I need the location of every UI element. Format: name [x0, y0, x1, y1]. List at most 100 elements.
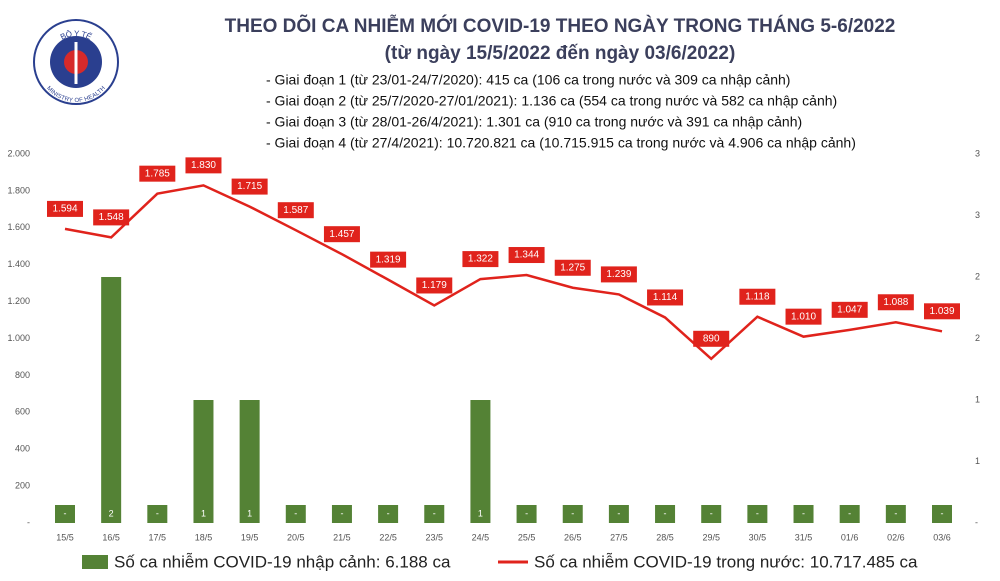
bar: [285, 505, 306, 523]
x-tick-label: 24/5: [472, 532, 490, 542]
value-label-box: [554, 259, 591, 276]
legend-swatch: [82, 555, 108, 569]
logo-text: BỘ Y TẾ: [59, 29, 94, 42]
x-tick-label: 15/5: [56, 532, 74, 542]
y-tick-label: 200: [15, 480, 30, 490]
value-label: 1.239: [606, 269, 631, 280]
value-label: 1.715: [237, 181, 262, 192]
chart-title: THEO DÕI CA NHIỄM MỚI COVID-19 THEO NGÀY…: [225, 15, 896, 37]
value-label: 1.344: [514, 250, 539, 261]
bar-label: -: [756, 508, 759, 518]
y-tick-label: 800: [15, 370, 30, 380]
value-label-box: [739, 288, 776, 305]
bar-label: -: [664, 508, 667, 518]
value-label: 1.118: [745, 291, 770, 302]
value-label: 1.319: [376, 254, 401, 265]
bar-label: -: [156, 508, 159, 518]
bar: [562, 505, 583, 523]
y-tick-label: 400: [15, 444, 30, 454]
x-tick-label: 22/5: [379, 532, 397, 542]
value-label-box: [416, 277, 453, 294]
y-tick-label: 1.000: [7, 333, 30, 343]
bar-label: -: [848, 508, 851, 518]
legend-label: Số ca nhiễm COVID-19 nhập cảnh: 6.188 ca: [114, 552, 451, 571]
y-tick-label: 2.000: [7, 148, 30, 158]
y2-tick-label: 3: [975, 210, 980, 220]
line: [64, 184, 943, 361]
value-label: 1.010: [791, 311, 816, 322]
annotation: - Giai đoạn 2 (từ 25/7/2020-27/01/2021):…: [266, 93, 837, 109]
value-label-box: [277, 202, 314, 219]
value-label-box: [93, 209, 130, 226]
x-tick-label: 16/5: [102, 532, 120, 542]
value-label-box: [924, 303, 960, 320]
bar: [747, 505, 768, 523]
y2-tick-label: 2: [975, 271, 980, 281]
legend-label: Số ca nhiễm COVID-19 trong nước: 10.717.…: [534, 552, 918, 571]
bar-label: -: [894, 508, 897, 518]
chart-subtitle: (từ ngày 15/5/2022 đến ngày 03/6/2022): [385, 43, 736, 64]
value-label-box: [693, 330, 730, 347]
bar: [516, 505, 537, 523]
x-tick-label: 28/5: [656, 532, 674, 542]
value-label-box: [47, 200, 83, 217]
y-tick-label: -: [27, 517, 30, 527]
bar: [239, 400, 260, 523]
bar: [424, 505, 445, 523]
y2-tick-label: -: [975, 517, 978, 527]
bar-label: -: [941, 508, 944, 518]
value-label: 1.587: [283, 205, 308, 216]
x-tick-label: 18/5: [195, 532, 213, 542]
bar-label: 1: [478, 508, 483, 518]
value-label: 1.114: [653, 292, 678, 303]
bar: [932, 505, 952, 523]
value-label-box: [323, 226, 360, 243]
value-label: 890: [703, 333, 720, 344]
bar: [655, 505, 676, 523]
bar-label: 1: [247, 508, 252, 518]
value-label-box: [647, 289, 684, 306]
y-tick-label: 1.200: [7, 296, 30, 306]
bar: [839, 505, 860, 523]
x-tick-label: 19/5: [241, 532, 259, 542]
value-label-box: [877, 294, 914, 311]
bar-label: -: [433, 508, 436, 518]
bar: [378, 505, 399, 523]
x-tick-label: 17/5: [149, 532, 167, 542]
bar: [701, 505, 722, 523]
annotation: - Giai đoạn 1 (từ 23/01-24/7/2020): 415 …: [266, 72, 790, 88]
annotation: - Giai đoạn 3 (từ 28/01-26/4/2021): 1.30…: [266, 114, 802, 130]
bar-label: -: [64, 508, 67, 518]
bar-label: -: [387, 508, 390, 518]
bar: [101, 277, 122, 523]
bar: [793, 505, 814, 523]
value-label: 1.322: [468, 254, 493, 265]
x-tick-label: 29/5: [702, 532, 720, 542]
value-label-box: [831, 301, 868, 318]
bar: [608, 505, 629, 523]
y2-tick-label: 1: [975, 456, 980, 466]
value-label: 1.548: [99, 212, 124, 223]
value-label: 1.594: [52, 204, 77, 215]
value-label: 1.179: [422, 280, 447, 291]
value-label-box: [600, 266, 637, 283]
bar-label: -: [617, 508, 620, 518]
x-tick-label: 31/5: [795, 532, 813, 542]
y2-tick-label: 2: [975, 333, 980, 343]
x-tick-label: 27/5: [610, 532, 628, 542]
x-tick-label: 03/6: [933, 532, 951, 542]
bar-label: -: [294, 508, 297, 518]
x-tick-label: 26/5: [564, 532, 582, 542]
x-tick-label: 23/5: [425, 532, 443, 542]
bar-label: -: [525, 508, 528, 518]
y-tick-label: 1.800: [7, 185, 30, 195]
bar: [331, 505, 352, 523]
bar: [147, 505, 168, 523]
value-label-box: [462, 251, 499, 268]
value-label-box: [231, 178, 268, 195]
value-label: 1.039: [929, 306, 954, 317]
value-label: 1.830: [191, 160, 216, 171]
y-tick-label: 600: [15, 407, 30, 417]
value-label-box: [370, 251, 407, 268]
annotation: - Giai đoạn 4 (từ 27/4/2021): 10.720.821…: [266, 135, 856, 151]
